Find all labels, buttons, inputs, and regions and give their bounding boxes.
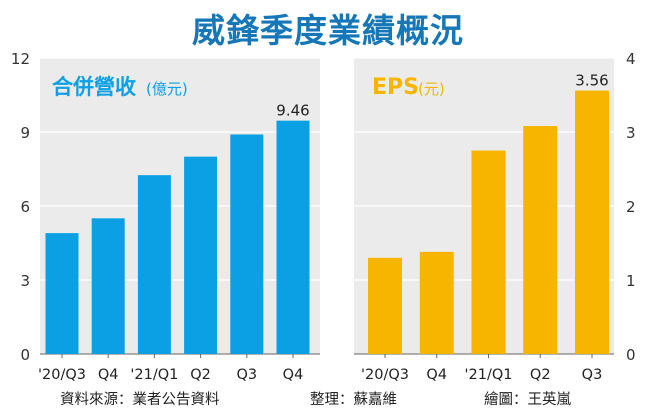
revenue-bar — [137, 175, 171, 354]
eps-x-tick-label: Q4 — [426, 367, 447, 383]
revenue-bar — [91, 218, 125, 354]
revenue-y-tick-label: 12 — [11, 50, 30, 68]
revenue-y-tick-label: 6 — [20, 198, 30, 216]
revenue-bar — [276, 120, 310, 354]
eps-bar — [368, 257, 402, 354]
footer-source: 資料來源：業者公告資料 — [60, 392, 220, 408]
page-title: 威鋒季度業績概況 — [192, 11, 464, 50]
revenue-data-label: 9.46 — [276, 102, 309, 120]
revenue-chart: 0 3 6 9 12 '20/Q3 Q4 '21/Q1 Q2 Q3 Q4 合併營收 (億元) 9.… — [11, 50, 320, 383]
footer-editor: 整理：蘇嘉維 — [310, 392, 397, 408]
revenue-y-tick-label: 3 — [20, 272, 30, 290]
eps-x-tick-label: Q3 — [582, 367, 603, 383]
eps-y-tick-label: 2 — [626, 198, 636, 216]
revenue-x-tick-label: Q2 — [190, 367, 211, 383]
revenue-x-tick-label: Q4 — [98, 367, 119, 383]
revenue-y-tick-label: 9 — [20, 124, 30, 142]
eps-y-tick-label: 1 — [626, 272, 636, 290]
footer-graphic: 繪圖：王英嵐 — [484, 392, 571, 408]
eps-x-tick-label: '21/Q1 — [465, 367, 513, 383]
eps-x-tick-label: Q2 — [530, 367, 551, 383]
eps-chart-title: EPS — [372, 75, 419, 100]
eps-bar — [471, 150, 506, 354]
eps-y-tick-label: 0 — [626, 346, 636, 364]
revenue-y-tick-label: 0 — [20, 346, 30, 364]
eps-bar — [575, 90, 609, 354]
revenue-x-tick-label: '20/Q3 — [38, 367, 86, 383]
revenue-x-tick-label: '21/Q1 — [130, 367, 178, 383]
eps-data-label: 3.56 — [575, 72, 608, 90]
revenue-chart-unit: (億元) — [146, 80, 188, 98]
revenue-bar — [45, 233, 79, 354]
revenue-chart-title: 合併營收 — [52, 75, 136, 99]
eps-bar — [523, 126, 558, 354]
eps-y-tick-label: 4 — [626, 50, 636, 68]
eps-chart-unit: (元) — [418, 80, 445, 98]
revenue-x-tick-label: Q4 — [283, 367, 304, 383]
eps-chart: 0 1 2 3 4 '20/Q3 Q4 '21/Q1 Q2 Q3 EPS (元) 3.56 — [354, 50, 636, 383]
revenue-bar — [230, 134, 264, 354]
eps-y-tick-label: 3 — [626, 124, 636, 142]
revenue-bar — [184, 156, 218, 354]
eps-bar — [419, 251, 454, 354]
eps-x-tick-label: '20/Q3 — [361, 367, 409, 383]
revenue-x-tick-label: Q3 — [236, 367, 257, 383]
